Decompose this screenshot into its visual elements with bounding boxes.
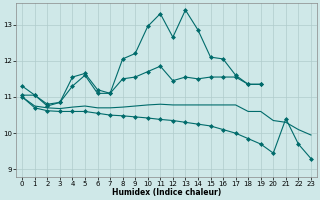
X-axis label: Humidex (Indice chaleur): Humidex (Indice chaleur): [112, 188, 221, 197]
